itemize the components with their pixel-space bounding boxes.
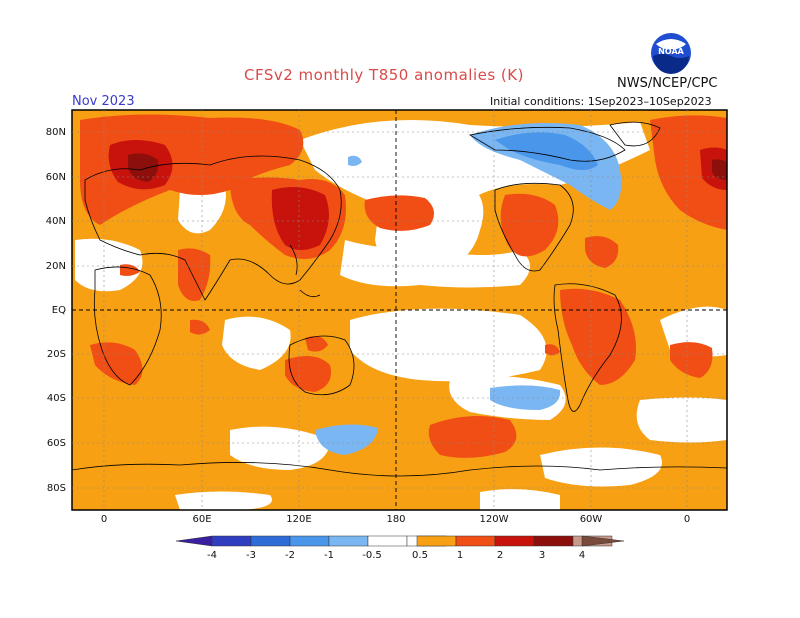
noaa-logo: NOAA	[650, 32, 692, 74]
equator-dateline	[72, 110, 727, 510]
lon-label: 0	[684, 514, 690, 525]
colorbar-segment	[211, 535, 252, 547]
lat-label: EQ	[52, 305, 66, 316]
lon-label: 60W	[580, 514, 603, 525]
colorbar-segment	[533, 535, 574, 547]
coastlines	[72, 121, 727, 477]
chart-title: CFSv2 monthly T850 anomalies (K)	[244, 66, 524, 84]
extreme-positive-regions	[128, 153, 727, 182]
lon-label: 60E	[192, 514, 211, 525]
colorbar-label: 4	[579, 550, 585, 561]
colorbar-label: 3	[539, 550, 545, 561]
lon-label: 120W	[480, 514, 509, 525]
colorbar-labels: -4 -3 -2 -1 -0.5 0.5 1 2 3 4	[207, 550, 585, 561]
agency-label: NWS/NCEP/CPC	[617, 76, 718, 91]
noaa-logo-text: NOAA	[658, 47, 684, 56]
colorbar-segment	[416, 535, 457, 547]
colorbar-segment	[175, 535, 213, 547]
colorbar-segment	[289, 535, 330, 547]
colorbar-segment	[581, 535, 625, 547]
colorbar-label: -3	[246, 550, 256, 561]
strong-positive-regions	[108, 140, 727, 250]
lat-label: 40S	[47, 393, 66, 404]
longitude-labels: 0 60E 120E 180 120W 60W 0	[101, 514, 690, 525]
colorbar-label: -1	[324, 550, 334, 561]
lon-label: 0	[101, 514, 107, 525]
colorbar-segment	[455, 535, 496, 547]
colorbar-label: -2	[285, 550, 295, 561]
latitude-labels: 80N 60N 40N 20N EQ 20S 40S 60S 80S	[46, 127, 66, 494]
initial-conditions: Initial conditions: 1Sep2023–10Sep2023	[490, 95, 712, 108]
colorbar-label: 0.5	[412, 550, 428, 561]
colorbar	[175, 535, 625, 547]
colorbar-segment	[250, 535, 291, 547]
colorbar-segment	[494, 535, 535, 547]
lat-label: 80S	[47, 483, 66, 494]
lat-label: 60N	[46, 172, 66, 183]
colorbar-segment	[367, 535, 408, 547]
lon-label: 180	[386, 514, 405, 525]
lat-label: 40N	[46, 216, 66, 227]
lat-label: 80N	[46, 127, 66, 138]
colorbar-label: -4	[207, 550, 217, 561]
colorbar-label: 2	[497, 550, 503, 561]
lat-label: 20S	[47, 349, 66, 360]
forecast-month: Nov 2023	[72, 94, 135, 109]
lon-label: 120E	[286, 514, 311, 525]
colorbar-label: -0.5	[362, 550, 382, 561]
lat-label: 20N	[46, 261, 66, 272]
lat-label: 60S	[47, 438, 66, 449]
anomaly-field	[72, 110, 727, 510]
colorbar-segment	[328, 535, 369, 547]
colorbar-label: 1	[457, 550, 463, 561]
